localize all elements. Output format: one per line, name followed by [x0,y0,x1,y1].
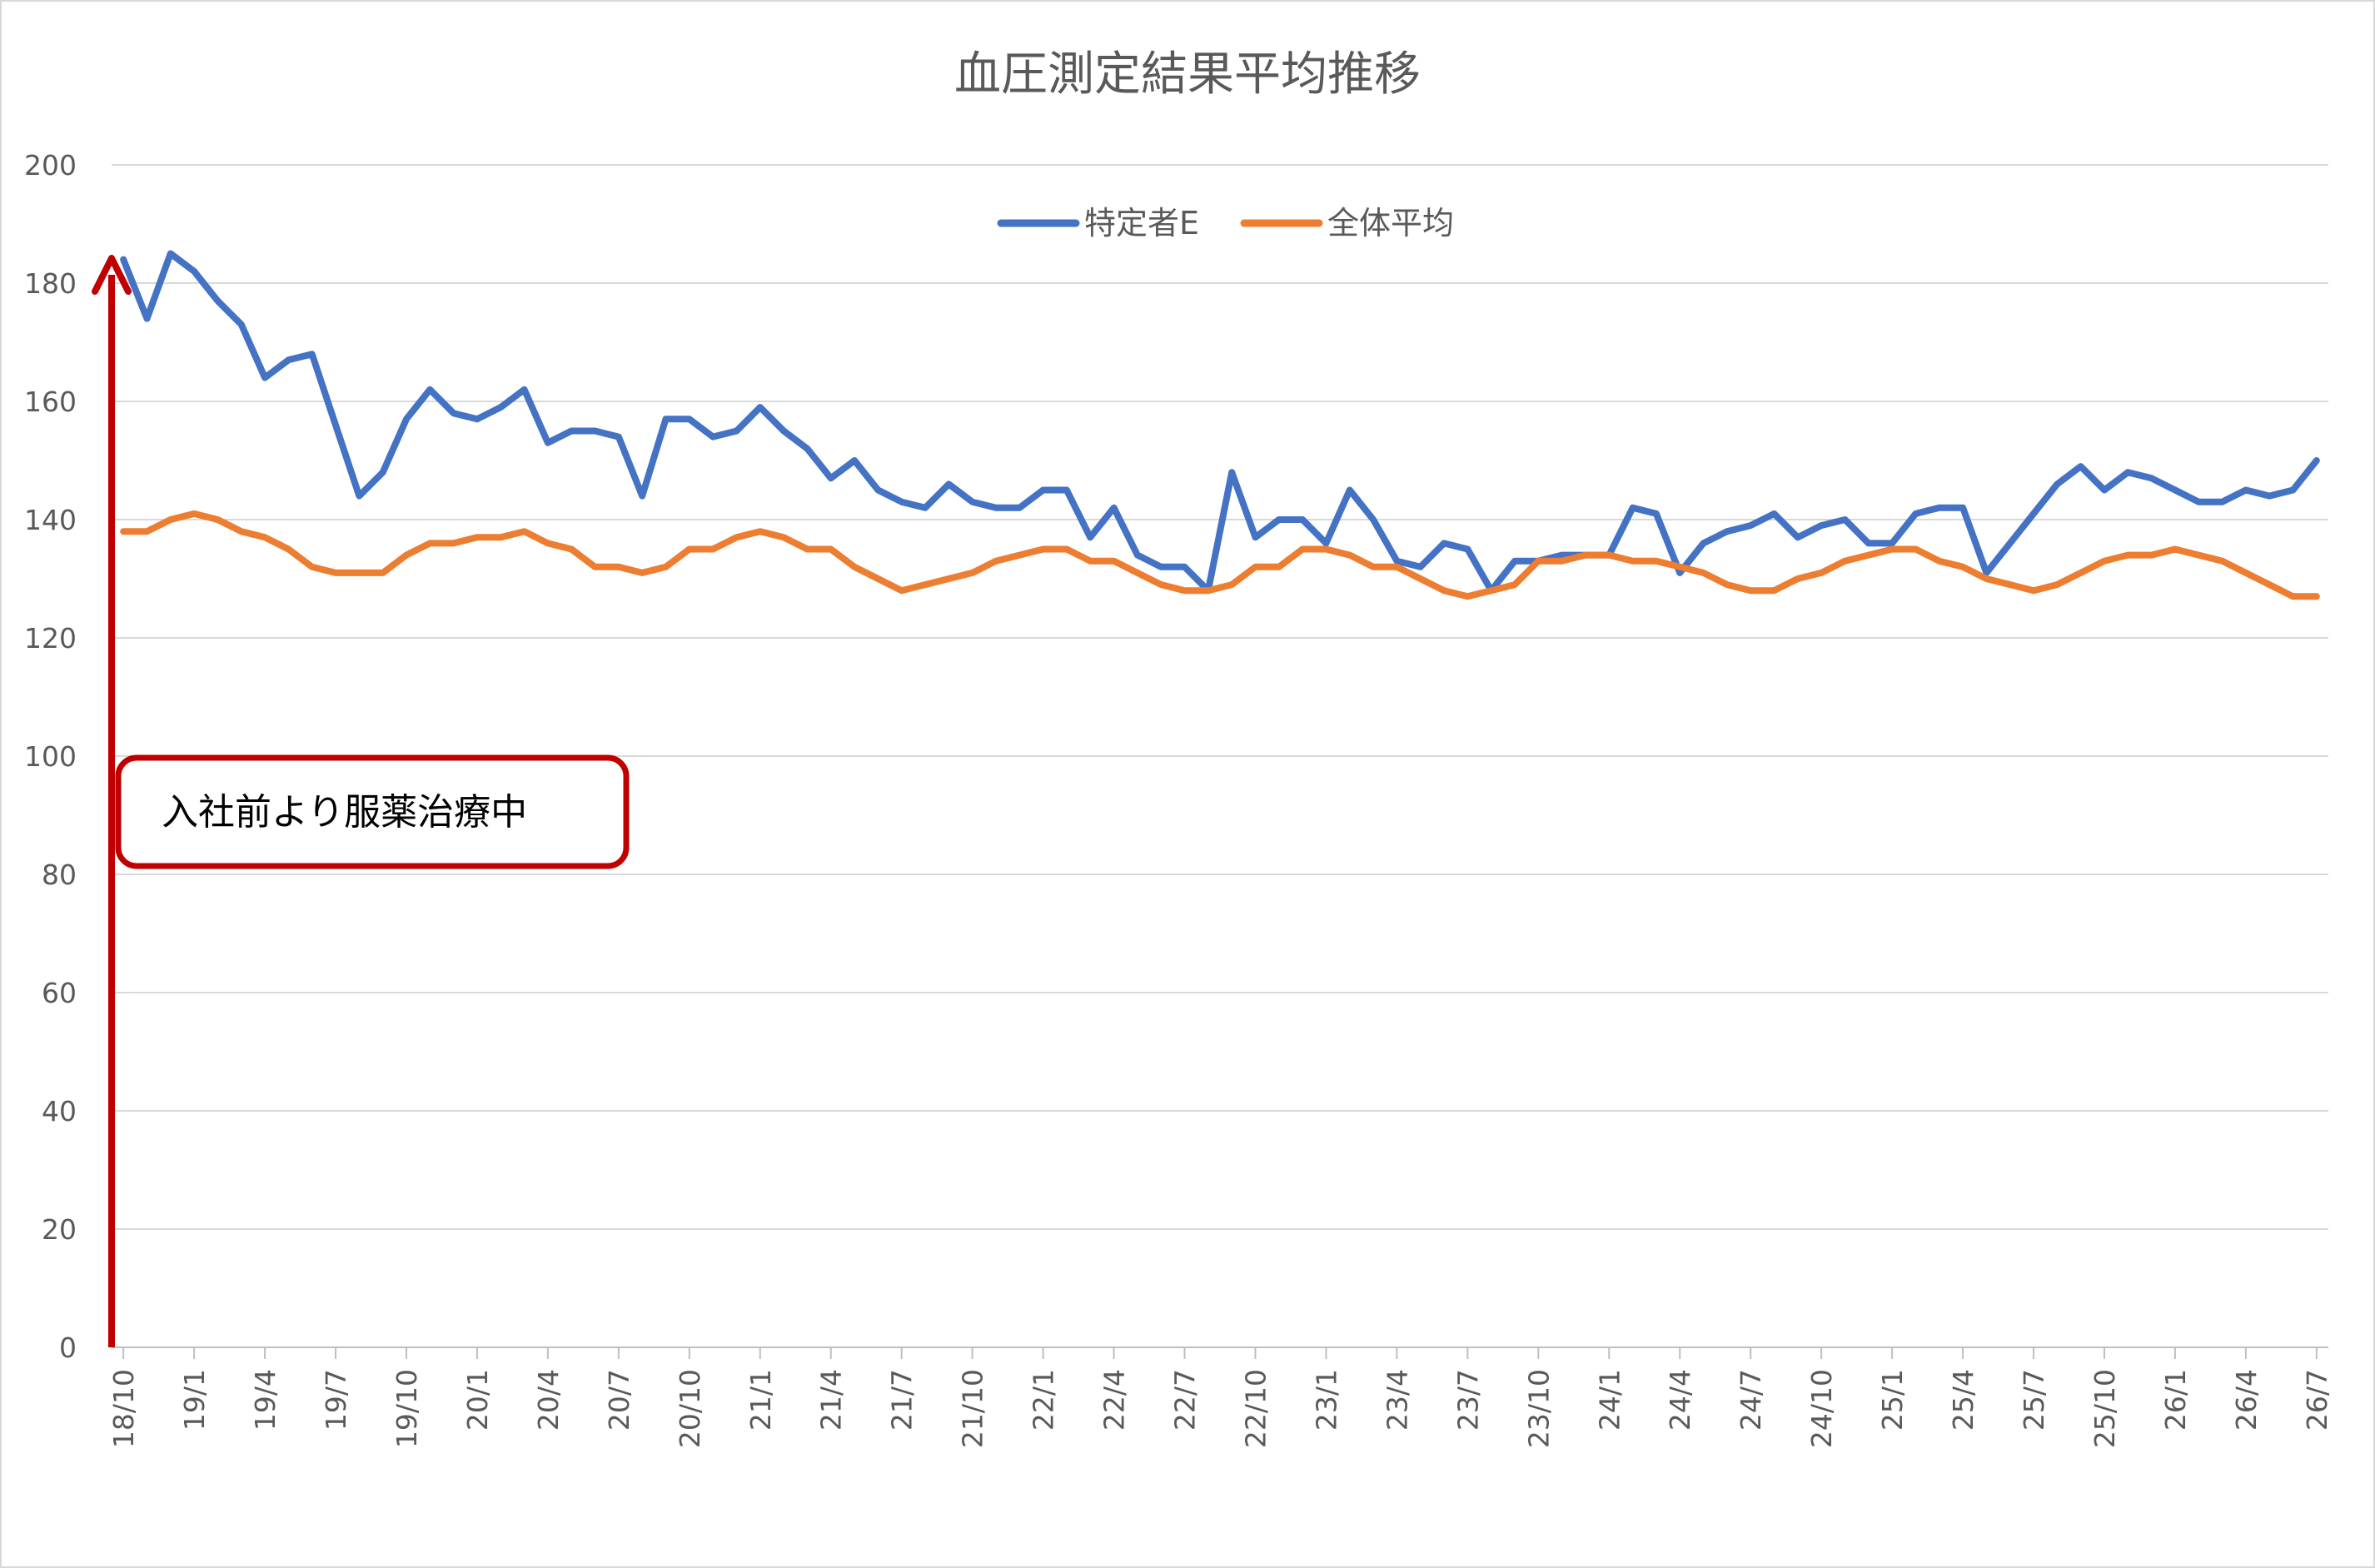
x-tick-label: 23/7 [1451,1369,1484,1431]
x-tick-label: 19/10 [391,1369,423,1448]
x-tick-label: 24/1 [1593,1369,1626,1431]
y-tick-label: 100 [24,740,77,773]
annotation-text: 入社前より服薬治療中 [162,791,527,834]
x-tick-label: 25/4 [1947,1369,1979,1431]
legend: 特定者E 全体平均 [997,205,1454,241]
x-tick-label: 25/7 [2018,1369,2050,1431]
annotation: 入社前より服薬治療中 [92,255,630,1347]
series-line-2 [120,510,2320,600]
x-tick-label: 26/1 [2159,1369,2192,1431]
series-line-1 [120,250,2320,595]
y-tick-label: 0 [59,1332,77,1364]
x-tick-label: 20/7 [603,1369,635,1431]
x-tick-label: 21/4 [815,1369,848,1431]
x-tick-label: 21/10 [957,1369,989,1448]
y-tick-label: 60 [42,977,77,1009]
y-tick-label: 80 [42,859,77,891]
x-tick-label: 21/7 [886,1369,919,1431]
annotation-arrowhead [92,255,132,295]
x-tick-label: 23/1 [1310,1369,1342,1431]
x-tick-label: 22/10 [1239,1369,1272,1448]
y-tick-label: 40 [42,1095,77,1127]
x-tick-label: 22/1 [1028,1369,1060,1431]
x-axis: 18/10 19/1 19/4 19/7 19/10 20/1 20/4 20/7 20/10 2… [107,1346,2333,1448]
x-tick-label: 22/7 [1169,1369,1202,1431]
annotation-box [115,754,630,869]
x-tick-label: 20/1 [461,1369,494,1431]
y-tick-label: 160 [24,386,77,418]
legend-label-series-2: 全体平均 [1327,205,1454,241]
chart-title: 血圧測定結果平均推移 [954,47,1421,102]
x-tick-label: 23/4 [1381,1369,1413,1431]
y-tick-label: 120 [24,622,77,655]
x-tick-label: 24/7 [1735,1369,1767,1431]
x-tick-label: 19/4 [249,1369,281,1431]
y-tick-label: 140 [24,504,77,536]
x-tick-label: 25/10 [2089,1369,2121,1448]
x-tick-label: 25/1 [1876,1369,1909,1431]
y-tick-label: 200 [24,149,77,182]
legend-label-series-1: 特定者E [1084,205,1199,241]
x-tick-label: 22/4 [1098,1369,1131,1431]
x-tick-label: 24/4 [1664,1369,1696,1431]
y-tick-label: 20 [42,1213,77,1246]
x-tick-label: 18/10 [107,1369,140,1448]
x-tick-label: 23/10 [1522,1369,1555,1448]
series-lines [120,250,2320,600]
x-tick-label: 24/10 [1805,1369,1838,1448]
x-tick-label: 26/7 [2301,1369,2333,1431]
x-tick-label: 19/7 [320,1369,352,1431]
x-tick-label: 20/4 [532,1369,565,1431]
x-tick-label: 20/10 [674,1369,706,1448]
y-axis: 0 20 40 60 80 100 120 140 160 180 200 [24,149,77,1364]
x-tick-label: 19/1 [178,1369,211,1431]
x-tick-label: 26/4 [2230,1369,2263,1431]
x-tick-label: 21/1 [744,1369,777,1431]
y-tick-label: 180 [24,267,77,300]
